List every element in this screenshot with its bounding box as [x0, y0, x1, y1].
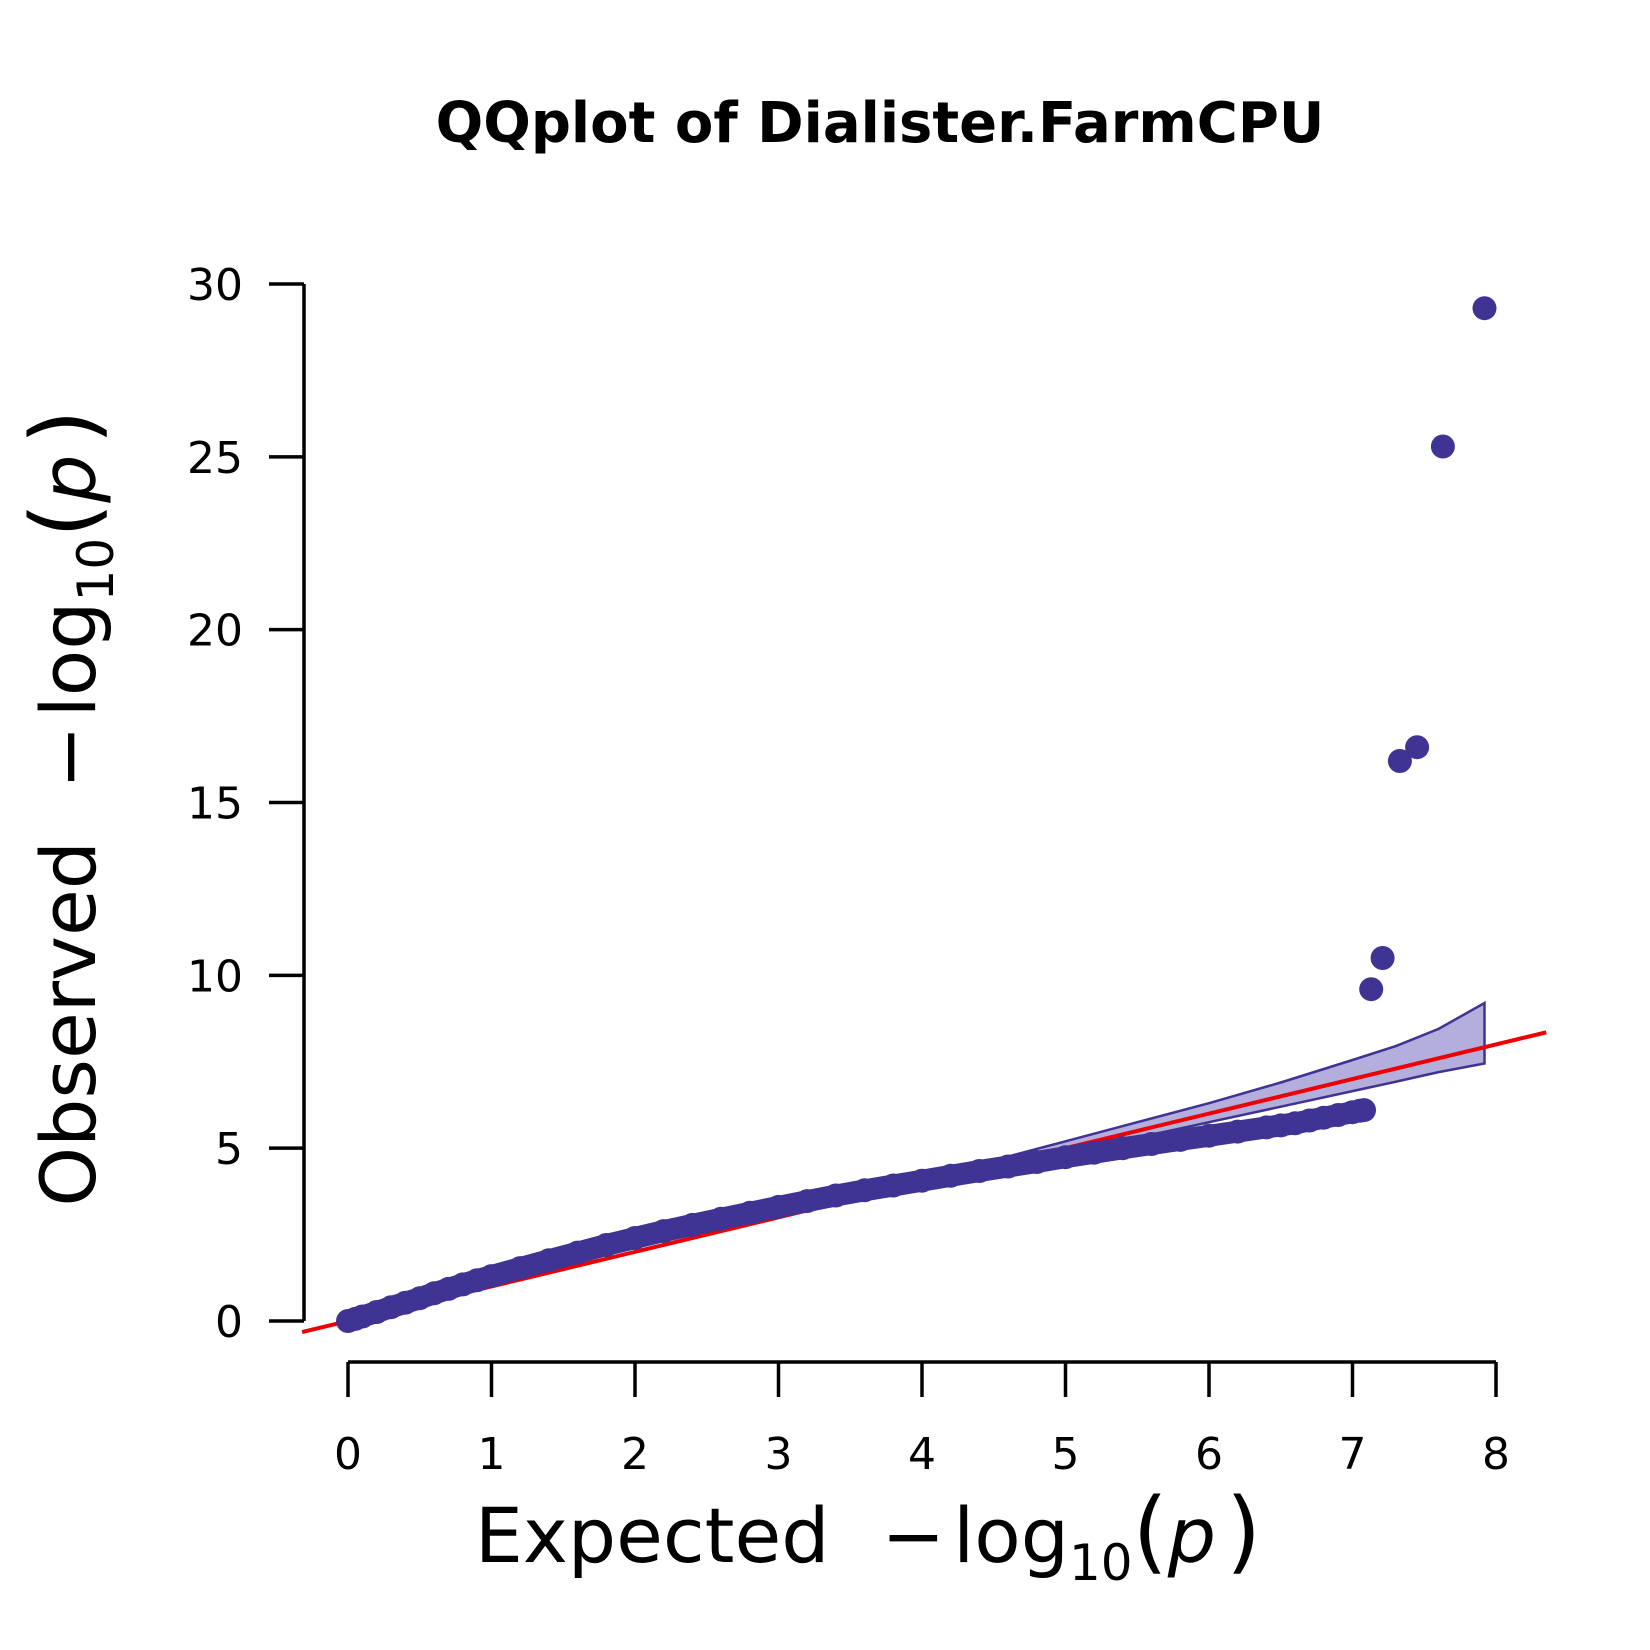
data-point — [881, 1173, 906, 1198]
data-point — [852, 1178, 877, 1203]
data-point — [1430, 434, 1455, 459]
data-point — [1168, 1127, 1193, 1152]
data-point — [565, 1240, 590, 1265]
y-tick-label: 15 — [187, 779, 243, 830]
data-point — [737, 1200, 762, 1225]
y-axis-title-minus: − — [24, 725, 113, 789]
data-point — [1082, 1140, 1107, 1165]
data-point — [623, 1226, 647, 1250]
data-point — [709, 1206, 734, 1231]
y-axis-title-prefix: Observed — [24, 841, 113, 1207]
x-axis-title-open-paren: ( — [1133, 1479, 1168, 1584]
x-axis-title-variable: p — [1167, 1491, 1216, 1580]
x-tick-label: 4 — [908, 1429, 936, 1480]
y-tick-label: 0 — [215, 1297, 243, 1348]
x-axis-title-minus: − — [881, 1491, 945, 1580]
y-tick-label: 5 — [215, 1124, 243, 1175]
data-point — [508, 1256, 533, 1281]
data-point — [823, 1183, 848, 1208]
x-tick-label: 6 — [1195, 1429, 1223, 1480]
chart-title: QQplot of Dialister.FarmCPU — [436, 91, 1325, 156]
data-point — [1197, 1123, 1221, 1148]
data-point — [1139, 1132, 1164, 1156]
x-tick-label: 2 — [621, 1429, 649, 1480]
data-point — [967, 1159, 992, 1183]
y-axis: 0 5 10 15 20 25 30 — [187, 260, 306, 1348]
y-axis-title-open-paren: ( — [12, 503, 117, 538]
data-point — [594, 1233, 619, 1257]
data-point — [536, 1248, 561, 1273]
y-tick-label: 25 — [187, 433, 243, 484]
data-point — [479, 1264, 504, 1289]
data-point — [1359, 977, 1384, 1002]
x-tick-label: 1 — [478, 1429, 506, 1480]
y-axis-title-variable: p — [24, 454, 113, 503]
y-tick-label: 30 — [187, 260, 243, 311]
data-point — [1472, 296, 1497, 321]
x-axis-title-subscript: 10 — [1069, 1534, 1133, 1592]
data-point — [1387, 749, 1412, 773]
data-point — [1053, 1145, 1078, 1170]
x-axis-title-prefix: Expected — [475, 1491, 830, 1580]
data-point — [1024, 1150, 1049, 1174]
y-axis-title: Observed − log10(p) — [12, 409, 125, 1206]
y-axis-title-log: log — [24, 601, 113, 717]
y-tick-label: 20 — [187, 606, 243, 657]
data-point — [1352, 1098, 1376, 1123]
data-point — [766, 1194, 791, 1219]
data-point — [1405, 735, 1430, 760]
x-axis-title: Expected − log10(p) — [475, 1479, 1261, 1592]
data-point — [680, 1212, 705, 1237]
x-axis: 0 1 2 3 4 5 6 7 8 — [334, 1360, 1510, 1480]
y-axis-title-close-paren: ) — [12, 409, 117, 444]
data-point — [996, 1154, 1021, 1179]
data-point — [651, 1219, 676, 1244]
points-layer — [336, 296, 1497, 1333]
x-tick-label: 3 — [765, 1429, 793, 1480]
x-axis-title-log: log — [953, 1491, 1069, 1580]
data-point — [1225, 1119, 1250, 1144]
data-point — [938, 1163, 963, 1188]
x-tick-label: 0 — [334, 1429, 362, 1480]
y-tick-label: 10 — [187, 951, 243, 1002]
x-axis-title-close-paren: ) — [1226, 1479, 1261, 1584]
data-point — [795, 1189, 820, 1214]
data-point — [910, 1168, 934, 1193]
data-point — [1370, 946, 1395, 970]
x-tick-label: 5 — [1052, 1429, 1080, 1480]
x-tick-label: 7 — [1339, 1429, 1367, 1480]
data-point — [1110, 1136, 1135, 1161]
y-axis-title-subscript: 10 — [67, 538, 125, 602]
x-tick-label: 8 — [1482, 1429, 1510, 1480]
